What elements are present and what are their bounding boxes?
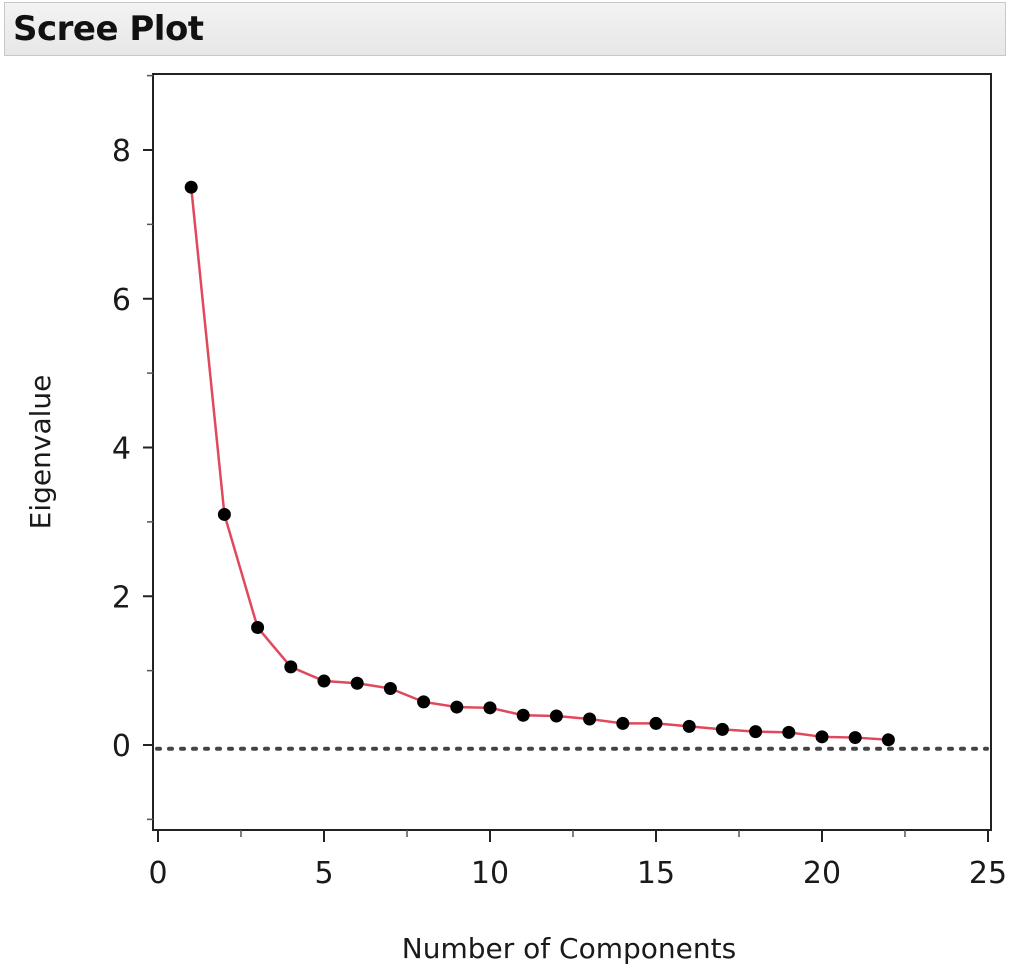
y-axis-title: Eigenvalue (24, 375, 57, 530)
y-tick-label: 2 (112, 580, 131, 615)
x-tick-label: 20 (803, 856, 841, 891)
y-tick-label: 6 (112, 283, 131, 318)
y-axis: 0 2 4 6 8 (112, 74, 153, 821)
data-point (549, 709, 563, 723)
data-point (184, 180, 198, 194)
data-point (383, 681, 397, 695)
data-point (350, 676, 364, 690)
data-point (715, 722, 729, 736)
data-point (251, 620, 265, 634)
data-point (782, 725, 796, 739)
panel-title: Scree Plot (13, 9, 204, 49)
data-point (516, 708, 530, 722)
y-tick-label: 8 (112, 134, 131, 169)
data-point (417, 695, 431, 709)
panel-header[interactable]: Scree Plot (4, 2, 1006, 56)
data-point (217, 507, 231, 521)
x-axis: 0 5 10 15 20 25 (148, 830, 1007, 891)
data-point (284, 660, 298, 674)
data-point (881, 733, 895, 747)
data-point (583, 712, 597, 726)
series-layer (184, 180, 895, 747)
data-point (450, 700, 464, 714)
series-line (189, 187, 889, 742)
y-tick-label: 4 (112, 432, 131, 467)
data-point (483, 701, 497, 715)
x-tick-label: 5 (314, 856, 333, 891)
data-point (815, 730, 829, 744)
x-tick-label: 0 (148, 856, 167, 891)
data-point (682, 719, 696, 733)
x-tick-label: 10 (471, 856, 509, 891)
data-point (616, 716, 630, 730)
data-point (317, 674, 331, 688)
data-point (848, 731, 862, 745)
x-tick-label: 15 (637, 856, 675, 891)
y-tick-label: 0 (112, 729, 131, 764)
plot-frame (152, 73, 992, 831)
data-point (649, 716, 663, 730)
x-tick-label: 25 (969, 856, 1007, 891)
data-point (749, 725, 763, 739)
x-axis-title: Number of Components (402, 932, 736, 965)
